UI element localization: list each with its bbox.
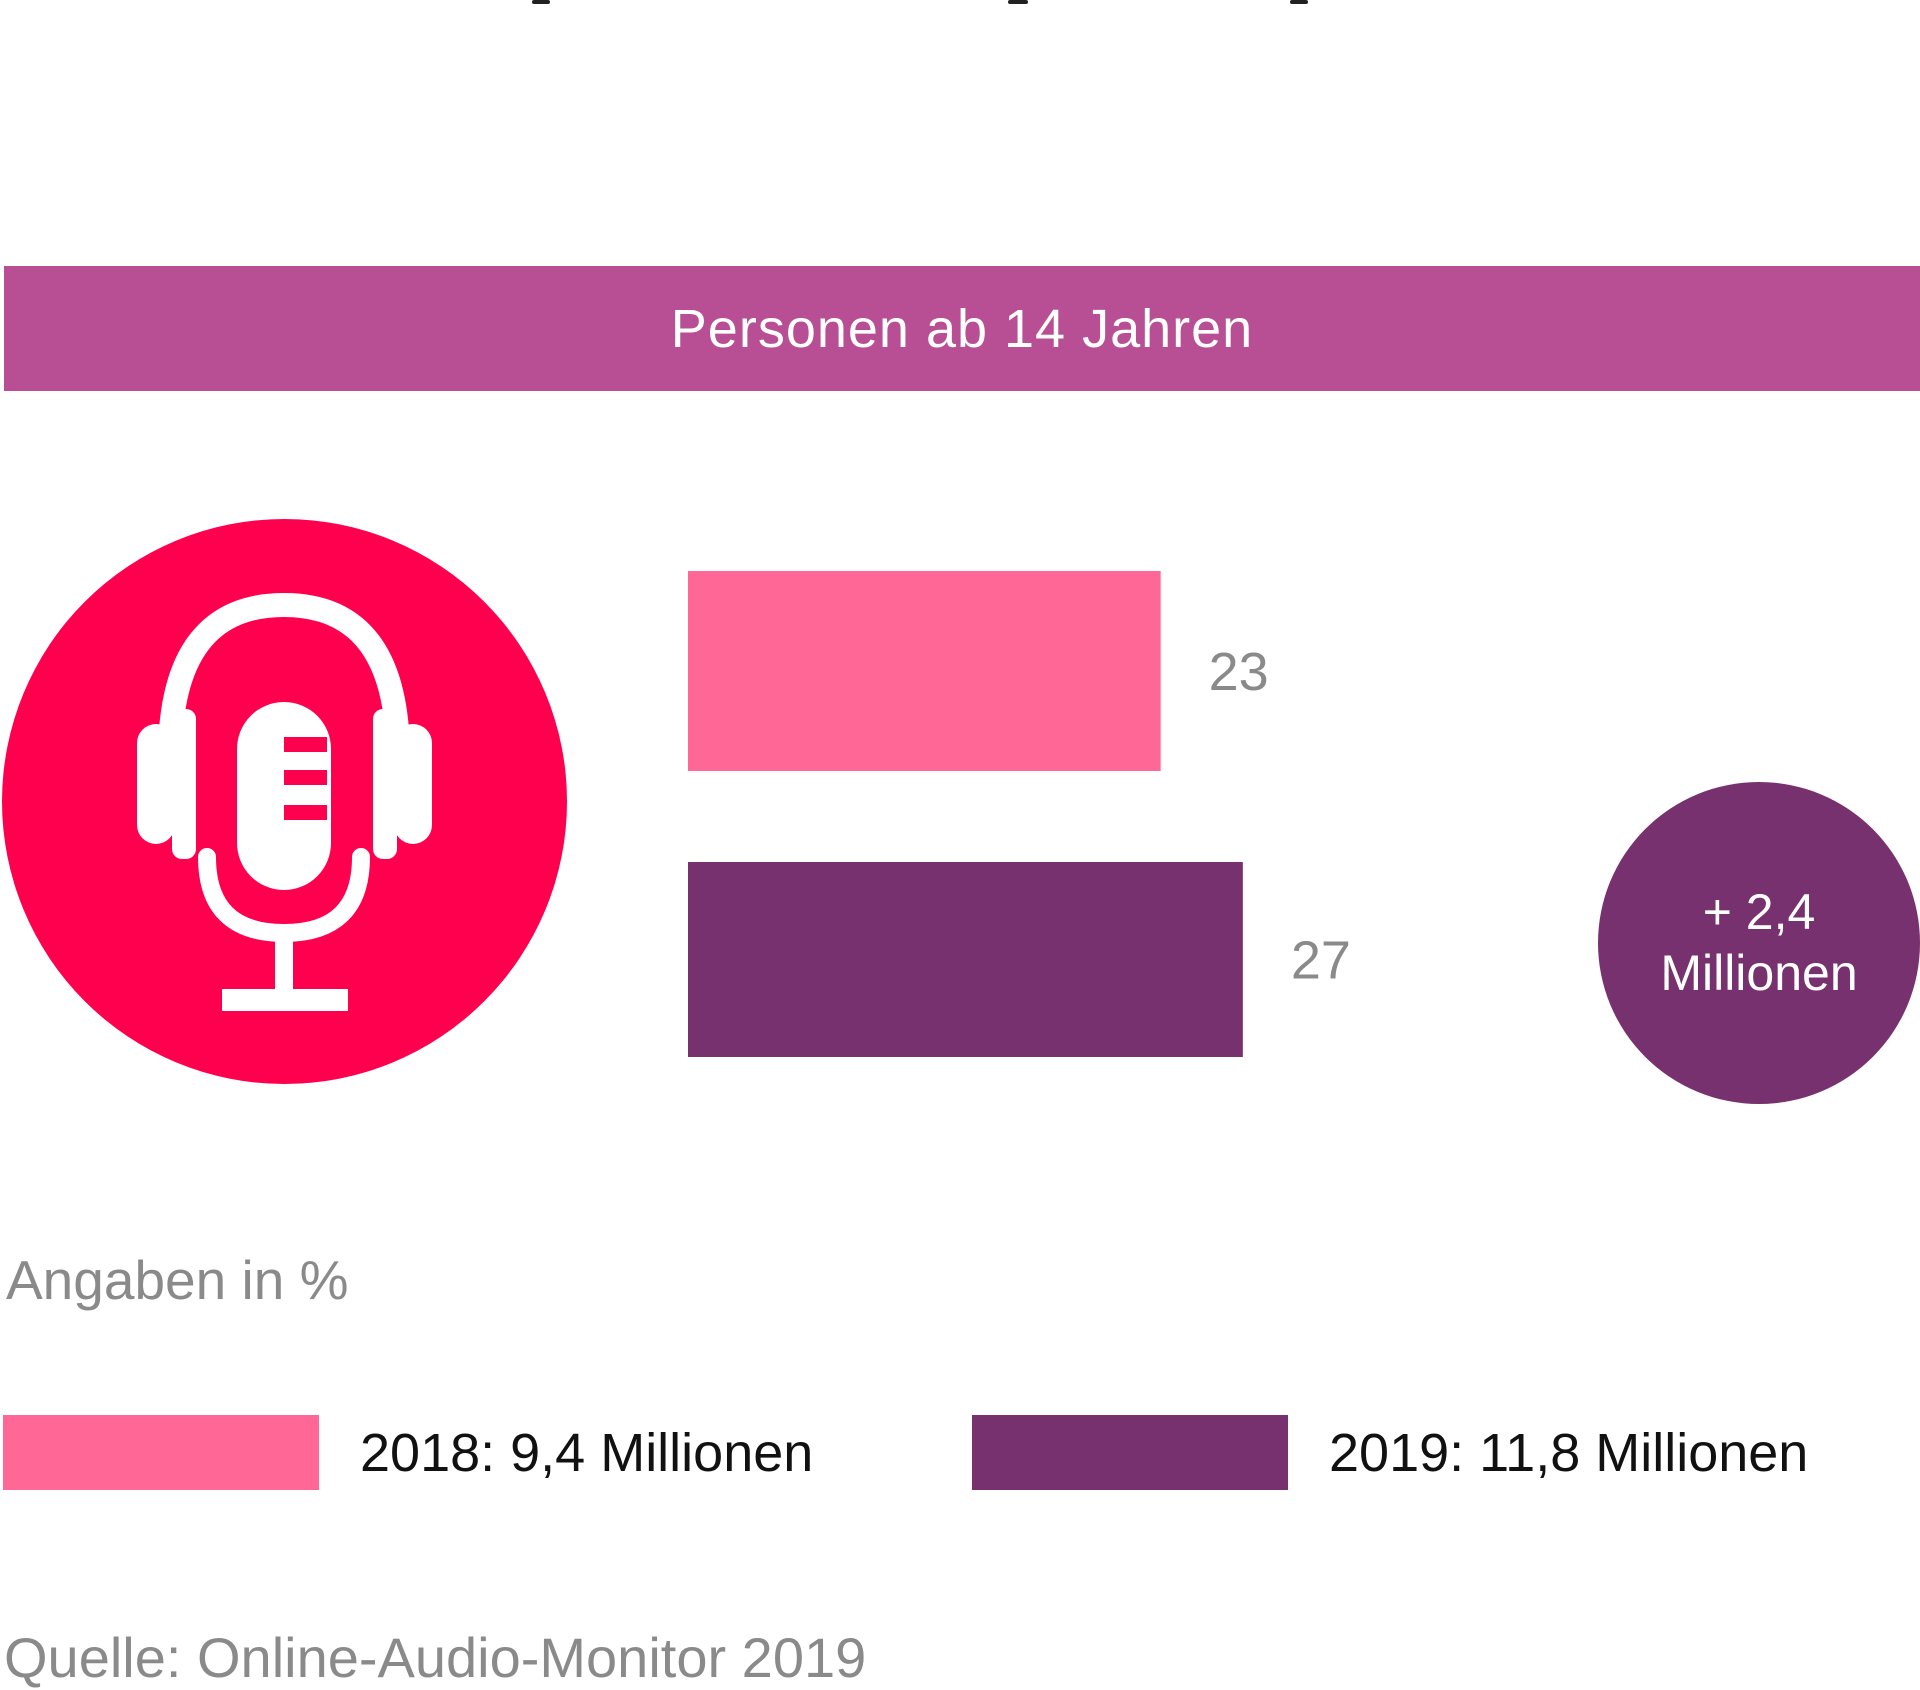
podcast-microphone-headphones-icon: [2, 519, 567, 1084]
header-title: Personen ab 14 Jahren: [670, 298, 1254, 359]
bar-value-label-2019: 27: [1291, 931, 1351, 991]
legend: 2018: 9,4 Millionen 2019: 11,8 Millionen: [0, 1415, 1920, 1490]
legend-swatch-2019: [972, 1415, 1288, 1490]
header-banner: Personen ab 14 Jahren: [4, 266, 1920, 391]
bar-value-label-2018: 23: [1209, 642, 1269, 702]
growth-badge-line1: + 2,4: [1702, 884, 1816, 940]
unit-label: Angaben in %: [6, 1249, 349, 1311]
legend-label-2018: 2018: 9,4 Millionen: [360, 1423, 814, 1483]
legend-label-2019: 2019: 11,8 Millionen: [1329, 1423, 1809, 1483]
growth-badge-line2: Millionen: [1660, 945, 1858, 1001]
bar-2018: [688, 571, 1161, 771]
bar-2019: [688, 862, 1243, 1057]
source-note: Quelle: Online-Audio-Monitor 2019: [4, 1626, 867, 1689]
legend-swatch-2018: [3, 1415, 319, 1490]
growth-badge: + 2,4 Millionen: [1598, 782, 1920, 1104]
bars-layer: 23 27: [688, 571, 1351, 1057]
